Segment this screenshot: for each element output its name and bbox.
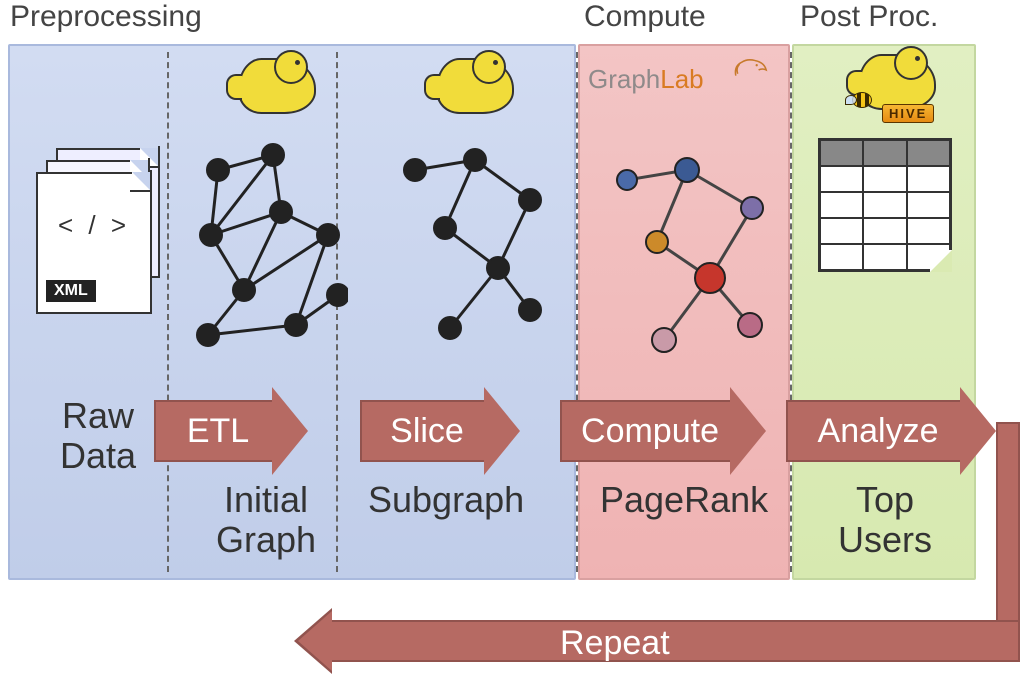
graphlab-text-gray: Graph: [588, 64, 660, 94]
table-row: [820, 192, 950, 218]
divider-3: [576, 52, 578, 572]
label-preprocessing: Preprocessing: [10, 0, 202, 34]
arrow-slice: Slice: [360, 400, 520, 462]
pagerank-graph: [592, 150, 782, 370]
arrow-compute-label: Compute: [560, 400, 730, 462]
diagram-stage: Preprocessing Compute Post Proc. < / > X…: [0, 0, 1024, 678]
graphlab-dog-icon: [732, 54, 770, 84]
graphlab-text-orange: Lab: [660, 64, 703, 94]
hadoop-icon-2: [436, 58, 514, 114]
label-postproc: Post Proc.: [800, 0, 938, 34]
graphlab-logo: GraphLab: [588, 64, 704, 95]
repeat-arrowhead: [298, 611, 332, 671]
table-header: [820, 140, 950, 166]
raw-data-label: RawData: [38, 396, 158, 475]
initial-graph-label: InitialGraph: [206, 480, 326, 559]
arrow-compute: Compute: [560, 400, 766, 462]
arrow-etl: ETL: [154, 400, 308, 462]
bee-icon: [852, 92, 872, 108]
xml-code-glyph: < / >: [38, 210, 150, 241]
initial-graph: [178, 140, 348, 350]
label-compute: Compute: [584, 0, 706, 34]
subgraph-label: Subgraph: [368, 480, 524, 520]
arrow-analyze: Analyze: [786, 400, 996, 462]
arrow-analyze-label: Analyze: [786, 400, 960, 462]
divider-1: [167, 52, 169, 572]
arrow-slice-label: Slice: [360, 400, 484, 462]
results-table: [818, 138, 952, 272]
repeat-bottom-bar: [330, 620, 1020, 662]
table-row: [820, 166, 950, 192]
hive-label: HIVE: [882, 104, 934, 123]
table-row: [820, 218, 950, 244]
repeat-label: Repeat: [560, 624, 670, 663]
divider-4: [790, 52, 792, 572]
hadoop-icon-1: [238, 58, 316, 114]
pagerank-label: PageRank: [600, 480, 768, 520]
top-users-label: TopUsers: [830, 480, 940, 559]
arrow-etl-label: ETL: [154, 400, 272, 462]
xml-tag: XML: [46, 280, 96, 302]
subgraph-graph: [380, 140, 550, 350]
